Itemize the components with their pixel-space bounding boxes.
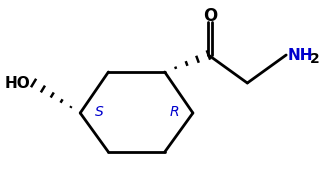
Text: 2: 2 [309,52,319,66]
Text: R: R [169,105,179,119]
Text: HO: HO [5,75,31,90]
Text: NH: NH [288,47,314,62]
Text: S: S [95,105,103,119]
Text: O: O [203,7,218,25]
